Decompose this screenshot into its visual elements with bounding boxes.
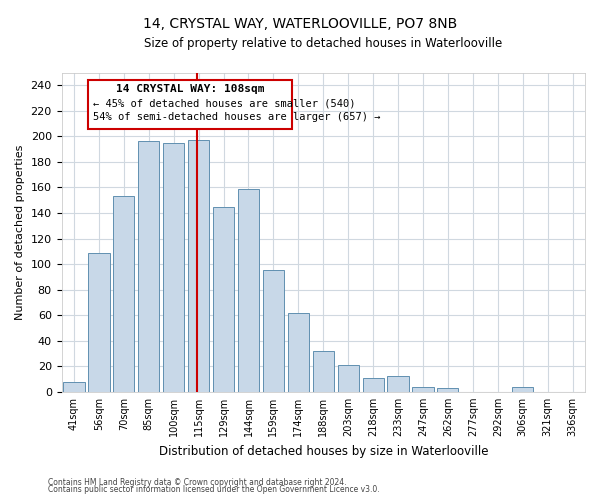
Text: 54% of semi-detached houses are larger (657) →: 54% of semi-detached houses are larger (…: [92, 112, 380, 122]
X-axis label: Distribution of detached houses by size in Waterlooville: Distribution of detached houses by size …: [158, 444, 488, 458]
Bar: [412, 386, 434, 392]
Bar: [288, 312, 309, 392]
Bar: [437, 388, 458, 392]
Text: 14 CRYSTAL WAY: 108sqm: 14 CRYSTAL WAY: 108sqm: [116, 84, 264, 94]
Text: 14, CRYSTAL WAY, WATERLOOVILLE, PO7 8NB: 14, CRYSTAL WAY, WATERLOOVILLE, PO7 8NB: [143, 18, 457, 32]
Bar: [163, 142, 184, 392]
Text: Contains public sector information licensed under the Open Government Licence v3: Contains public sector information licen…: [48, 486, 380, 494]
Bar: [138, 142, 160, 392]
Bar: [338, 365, 359, 392]
Bar: [188, 140, 209, 392]
Bar: [512, 386, 533, 392]
Bar: [213, 206, 234, 392]
Bar: [263, 270, 284, 392]
Bar: [362, 378, 384, 392]
Text: ← 45% of detached houses are smaller (540): ← 45% of detached houses are smaller (54…: [92, 98, 355, 108]
Bar: [88, 252, 110, 392]
Bar: [113, 196, 134, 392]
Text: Contains HM Land Registry data © Crown copyright and database right 2024.: Contains HM Land Registry data © Crown c…: [48, 478, 347, 487]
Bar: [64, 382, 85, 392]
Bar: [238, 188, 259, 392]
FancyBboxPatch shape: [88, 80, 292, 128]
Y-axis label: Number of detached properties: Number of detached properties: [15, 144, 25, 320]
Title: Size of property relative to detached houses in Waterlooville: Size of property relative to detached ho…: [144, 38, 502, 51]
Bar: [313, 351, 334, 392]
Bar: [388, 376, 409, 392]
